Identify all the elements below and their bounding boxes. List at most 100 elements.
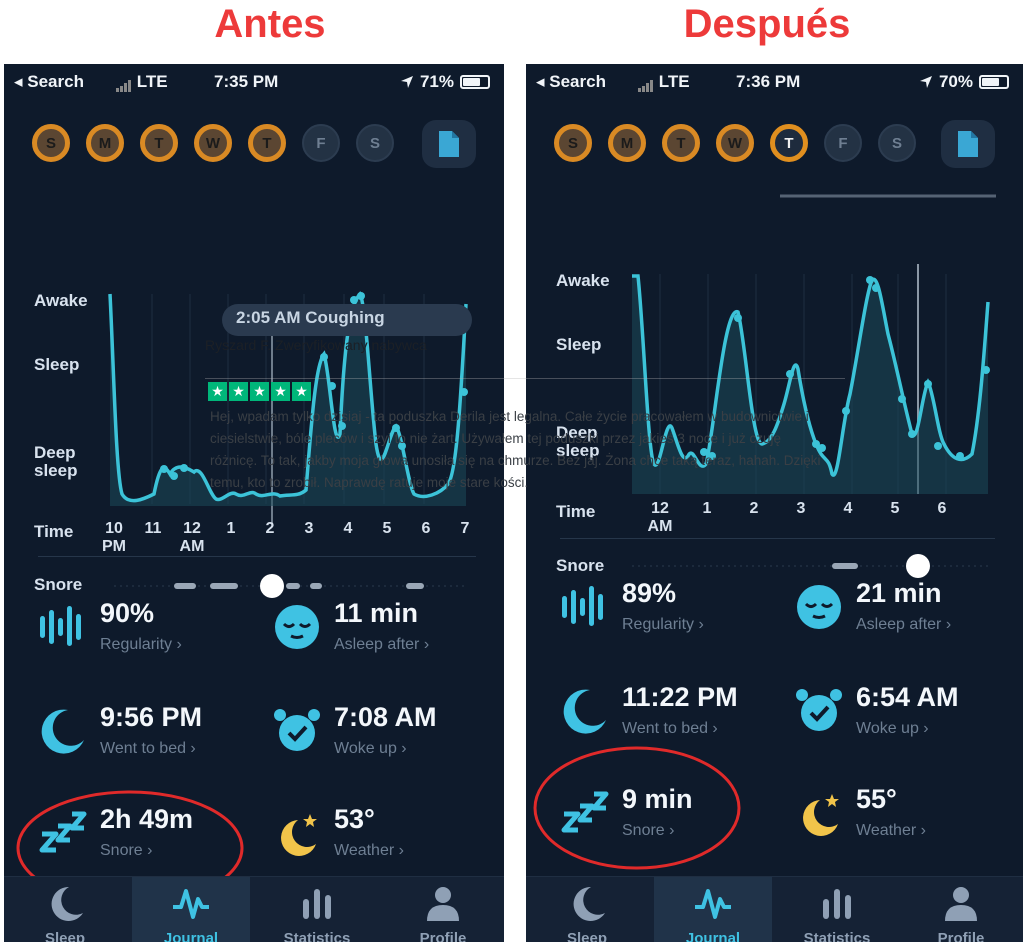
day-3[interactable]: W [716, 124, 754, 162]
wave-tab-icon [173, 889, 209, 919]
went-to-bed-label: Went to bed › [622, 720, 718, 737]
tick-period: AM [647, 518, 673, 535]
time-tick: 11 [137, 520, 169, 538]
carrier-label: LTE [136, 72, 168, 91]
person-tab-icon [945, 887, 977, 921]
notes-button[interactable] [941, 120, 995, 168]
person-tab-icon [427, 887, 459, 921]
tick-hour: 7 [460, 520, 470, 537]
day-4[interactable]: T [248, 124, 286, 162]
snore-zzz-icon [39, 811, 87, 853]
battery-icon [979, 75, 1009, 89]
location-arrow-icon [919, 76, 932, 88]
regularity-bars-icon [40, 606, 81, 646]
tick-hour: 2 [265, 520, 275, 537]
went-to-bed-label: Went to bed › [100, 740, 196, 757]
back-to-search[interactable]: ◂ Search [536, 72, 606, 91]
carrier: LTE [116, 72, 168, 92]
metric-snore[interactable]: 9 min Snore › [560, 784, 780, 854]
metric-asleep-after[interactable]: 11 min Asleep after › [272, 598, 492, 668]
metric-snore[interactable]: 2h 49m Snore › [38, 804, 258, 874]
clock: 7:36 PM [736, 72, 801, 91]
y-label-sleep: Sleep [34, 355, 80, 374]
tab-sleep-label: Sleep [566, 930, 608, 942]
tick-hour: 12 [183, 520, 201, 537]
tab-journal[interactable]: Journal [132, 877, 250, 942]
regularity-label: Regularity › [100, 636, 182, 653]
snore-markers [174, 583, 424, 589]
tick-period: AM [179, 538, 205, 555]
carrier: LTE [638, 72, 690, 92]
metric-weather[interactable]: 55° Weather › [794, 784, 1014, 854]
tab-profile[interactable]: Profile [384, 877, 502, 942]
status-right: 71% [400, 72, 490, 92]
moon-icon [563, 689, 606, 734]
regularity-label: Regularity › [622, 616, 704, 633]
moon-tab-icon [573, 886, 605, 921]
tick-hour: 2 [749, 500, 759, 517]
time-tick: 10 PM [98, 520, 130, 556]
metric-regularity[interactable]: 90% Regularity › [38, 598, 258, 668]
day-5[interactable]: F [302, 124, 340, 162]
tab-statistics[interactable]: Statistics [258, 877, 376, 942]
tab-journal[interactable]: Journal [654, 877, 772, 942]
moon-icon [41, 709, 84, 754]
regularity-bars-icon [562, 586, 603, 626]
metric-woke-up[interactable]: 7:08 AM Woke up › [272, 702, 492, 772]
tick-hour: 12 [651, 500, 669, 517]
tab-sleep[interactable]: Sleep [528, 877, 646, 942]
metric-went-to-bed[interactable]: 9:56 PM Went to bed › [38, 702, 258, 772]
metric-asleep-after[interactable]: 21 min Asleep after › [794, 578, 1014, 648]
divider [560, 538, 995, 539]
tick-hour: 5 [890, 500, 900, 517]
weather-value: 53° [334, 804, 375, 834]
signal-icon [638, 77, 654, 92]
day-0[interactable]: S [554, 124, 592, 162]
metric-regularity[interactable]: 89% Regularity › [560, 578, 780, 648]
day-5[interactable]: F [824, 124, 862, 162]
alarm-clock-icon [796, 689, 842, 731]
woke-up-label: Woke up › [334, 740, 407, 757]
time-tick: 5 [371, 520, 403, 538]
day-6[interactable]: S [356, 124, 394, 162]
asleep-after-label: Asleep after › [856, 616, 952, 633]
notes-button[interactable] [422, 120, 476, 168]
wave-tab-icon [695, 889, 731, 919]
day-1[interactable]: M [86, 124, 124, 162]
day-3[interactable]: W [194, 124, 232, 162]
heading-before: Antes [214, 2, 326, 46]
battery-percent: 71% [419, 72, 454, 91]
divider [38, 556, 476, 557]
sleep-graph[interactable]: 2:05 AM Coughing Awake Sleep Deep sleep … [4, 194, 504, 664]
tab-statistics[interactable]: Statistics [778, 877, 896, 942]
went-to-bed-value: 11:22 PM [622, 682, 738, 712]
sleep-graph[interactable]: Awake Sleep Deep sleep Time Snore 12 AM 1 2… [526, 194, 1023, 664]
time-tick: 6 [410, 520, 442, 538]
tab-profile-label: Profile [419, 930, 467, 942]
red-annotation-ellipse [533, 746, 741, 870]
tab-sleep[interactable]: Sleep [6, 877, 124, 942]
metric-weather[interactable]: 53° Weather › [272, 804, 492, 874]
time-tick: 2 [738, 500, 770, 518]
tick-hour: 1 [226, 520, 236, 537]
back-to-search[interactable]: ◂ Search [14, 72, 84, 91]
signal-icon [116, 77, 132, 92]
day-1[interactable]: M [608, 124, 646, 162]
day-6[interactable]: S [878, 124, 916, 162]
stats-bars-tab-icon [303, 889, 331, 919]
metric-woke-up[interactable]: 6:54 AM Woke up › [794, 682, 1014, 752]
day-2[interactable]: T [662, 124, 700, 162]
tick-hour: 11 [144, 520, 162, 537]
day-4[interactable]: T [770, 124, 808, 162]
tick-hour: 10 [105, 520, 123, 537]
day-0[interactable]: S [32, 124, 70, 162]
day-2[interactable]: T [140, 124, 178, 162]
tab-profile[interactable]: Profile [902, 877, 1020, 942]
clock: 7:35 PM [214, 72, 279, 91]
event-banner[interactable]: 2:05 AM Coughing [222, 304, 472, 336]
metric-went-to-bed[interactable]: 11:22 PM Went to bed › [560, 682, 780, 752]
tick-hour: 5 [382, 520, 392, 537]
